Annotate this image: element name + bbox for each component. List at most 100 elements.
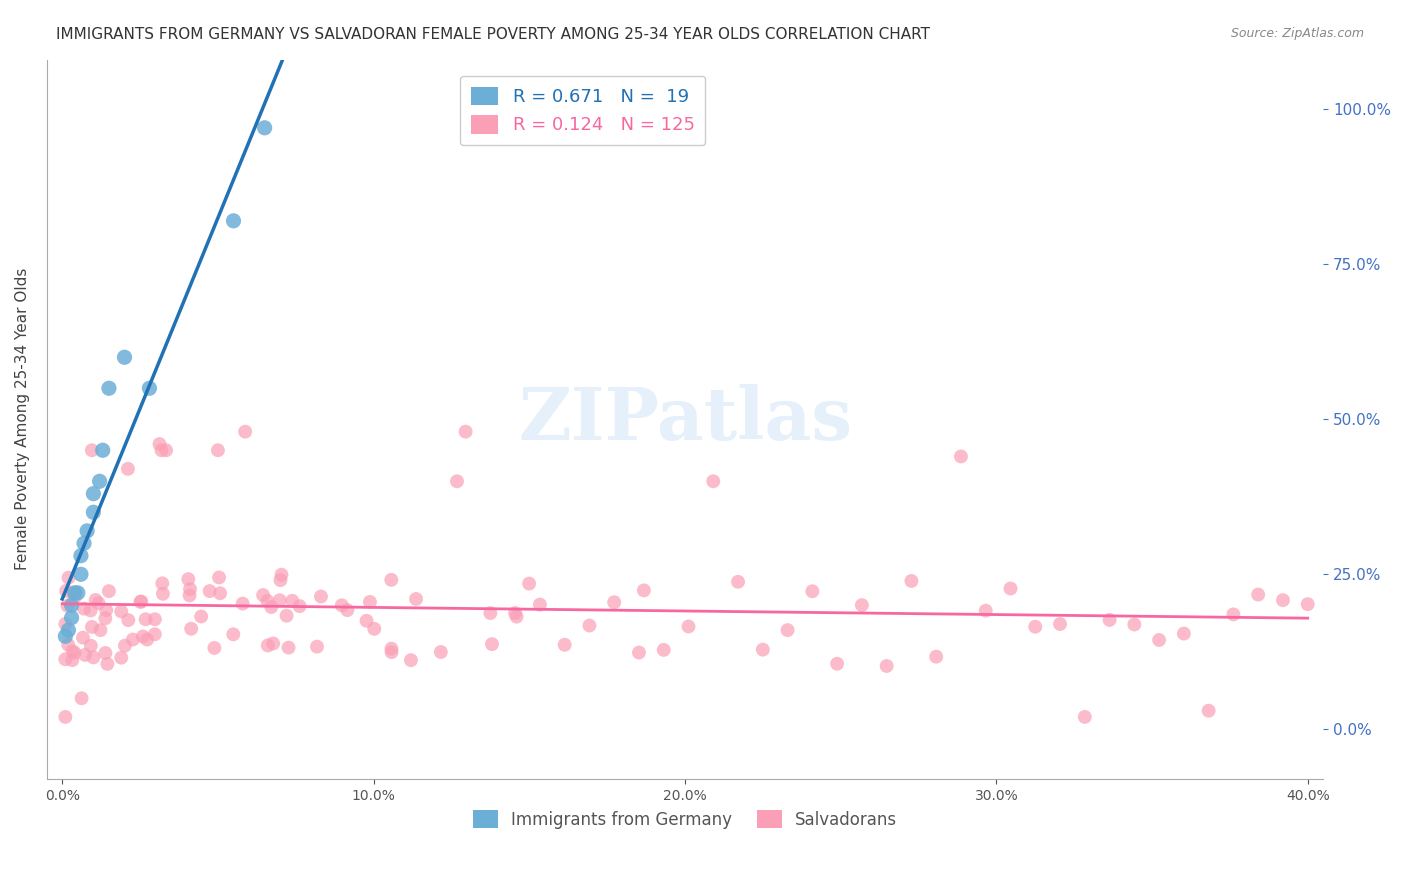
Point <box>136 632 159 647</box>
Point <box>529 598 551 612</box>
Point <box>53 629 76 643</box>
Point <box>97 584 120 599</box>
Point <box>63 591 86 605</box>
Point <box>727 574 749 589</box>
Point <box>380 641 402 656</box>
Point <box>114 351 136 365</box>
Point <box>678 619 700 633</box>
Point <box>143 627 166 641</box>
Point <box>1271 593 1294 607</box>
Point <box>58 571 80 585</box>
Point <box>517 576 540 591</box>
Point <box>80 620 103 634</box>
Point <box>503 606 526 620</box>
Point <box>269 593 291 607</box>
Point <box>63 585 86 599</box>
Point <box>129 595 152 609</box>
Point <box>117 613 139 627</box>
Point <box>330 599 353 613</box>
Point <box>260 600 283 615</box>
Point <box>58 638 80 652</box>
Point <box>1098 613 1121 627</box>
Point <box>179 589 201 603</box>
Point <box>84 593 107 607</box>
Point <box>60 610 83 624</box>
Point <box>801 584 824 599</box>
Point <box>825 657 848 671</box>
Point <box>309 590 332 604</box>
Point <box>253 120 276 135</box>
Point <box>89 475 111 489</box>
Point <box>1247 588 1270 602</box>
Point <box>399 653 422 667</box>
Point <box>53 710 76 724</box>
Point <box>380 573 402 587</box>
Point <box>405 592 427 607</box>
Point <box>80 443 103 458</box>
Point <box>60 599 83 613</box>
Point <box>70 691 93 706</box>
Point <box>633 583 655 598</box>
Point <box>87 596 110 610</box>
Point <box>209 586 232 600</box>
Point <box>132 630 155 644</box>
Point <box>66 586 89 600</box>
Point <box>1024 620 1046 634</box>
Point <box>80 639 103 653</box>
Legend: Immigrants from Germany, Salvadorans: Immigrants from Germany, Salvadorans <box>465 804 904 835</box>
Point <box>479 606 502 620</box>
Point <box>363 622 385 636</box>
Point <box>58 623 80 637</box>
Point <box>73 601 96 615</box>
Point <box>177 572 200 586</box>
Point <box>53 617 76 632</box>
Point <box>359 595 381 609</box>
Point <box>256 639 278 653</box>
Point <box>138 381 160 395</box>
Y-axis label: Female Poverty Among 25-34 Year Olds: Female Poverty Among 25-34 Year Olds <box>15 268 30 571</box>
Text: ZIPatlas: ZIPatlas <box>517 384 852 455</box>
Point <box>233 425 256 439</box>
Text: IMMIGRANTS FROM GERMANY VS SALVADORAN FEMALE POVERTY AMONG 25-34 YEAR OLDS CORRE: IMMIGRANTS FROM GERMANY VS SALVADORAN FE… <box>56 27 931 42</box>
Point <box>949 450 972 464</box>
Point <box>60 653 83 667</box>
Point <box>190 609 212 624</box>
Point <box>110 604 132 618</box>
Point <box>150 443 173 458</box>
Point <box>110 650 132 665</box>
Point <box>356 614 378 628</box>
Point <box>974 604 997 618</box>
Point <box>652 643 675 657</box>
Point <box>131 594 153 608</box>
Point <box>1296 597 1319 611</box>
Point <box>117 462 139 476</box>
Point <box>1147 632 1170 647</box>
Point <box>82 650 104 665</box>
Point <box>554 638 576 652</box>
Point <box>481 637 503 651</box>
Point <box>702 475 724 489</box>
Text: Source: ZipAtlas.com: Source: ZipAtlas.com <box>1230 27 1364 40</box>
Point <box>876 659 898 673</box>
Point <box>288 599 311 614</box>
Point <box>252 588 274 602</box>
Point <box>55 583 77 598</box>
Point <box>94 646 117 660</box>
Point <box>627 646 650 660</box>
Point <box>1049 617 1071 632</box>
Point <box>281 594 304 608</box>
Point <box>155 443 177 458</box>
Point <box>53 652 76 666</box>
Point <box>97 381 120 395</box>
Point <box>135 612 157 626</box>
Point <box>277 640 299 655</box>
Point <box>454 425 477 439</box>
Point <box>202 640 225 655</box>
Point <box>96 603 118 617</box>
Point <box>82 505 104 519</box>
Point <box>270 567 292 582</box>
Point <box>114 639 136 653</box>
Point <box>148 437 170 451</box>
Point <box>1123 617 1146 632</box>
Point <box>578 618 600 632</box>
